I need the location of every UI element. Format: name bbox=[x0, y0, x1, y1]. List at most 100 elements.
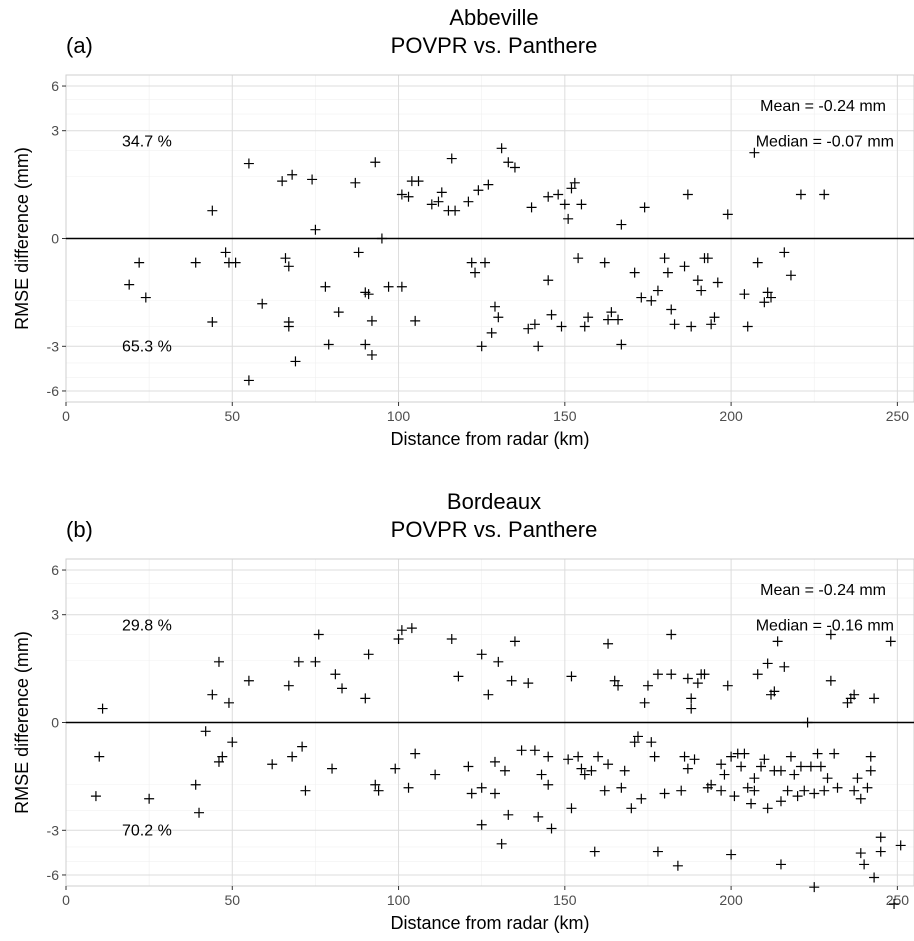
data-point bbox=[576, 199, 587, 210]
data-point bbox=[546, 823, 557, 834]
data-point bbox=[363, 289, 374, 300]
data-point bbox=[752, 669, 763, 680]
data-point bbox=[739, 748, 750, 759]
data-point bbox=[789, 769, 800, 780]
data-point bbox=[523, 678, 534, 689]
y-tick-label: -3 bbox=[47, 338, 60, 354]
data-point bbox=[396, 625, 407, 636]
x-tick-label: 0 bbox=[62, 408, 70, 424]
data-point bbox=[566, 803, 577, 814]
data-point bbox=[849, 689, 860, 700]
data-point bbox=[569, 177, 580, 188]
data-point bbox=[669, 319, 680, 330]
data-point bbox=[410, 315, 421, 326]
data-point bbox=[742, 321, 753, 332]
data-point bbox=[666, 629, 677, 640]
data-point bbox=[616, 219, 627, 230]
data-point bbox=[795, 761, 806, 772]
data-point bbox=[207, 205, 218, 216]
y-tick-label: 3 bbox=[51, 123, 59, 139]
data-point bbox=[430, 769, 441, 780]
data-point bbox=[300, 785, 311, 796]
data-point bbox=[829, 748, 840, 759]
data-point bbox=[636, 793, 647, 804]
data-point bbox=[533, 811, 544, 822]
data-point bbox=[749, 147, 760, 158]
data-point bbox=[616, 782, 627, 793]
data-point bbox=[366, 315, 377, 326]
data-point bbox=[509, 162, 520, 173]
data-point bbox=[506, 675, 517, 686]
data-point bbox=[775, 859, 786, 870]
data-point bbox=[366, 349, 377, 360]
data-point bbox=[499, 765, 510, 776]
data-point bbox=[599, 257, 610, 268]
data-point bbox=[749, 773, 760, 784]
y-tick-label: 3 bbox=[51, 607, 59, 623]
data-point bbox=[782, 785, 793, 796]
mean-label: Mean = -0.24 mm bbox=[760, 98, 886, 115]
data-point bbox=[696, 285, 707, 296]
x-tick-label: 50 bbox=[224, 408, 240, 424]
data-point bbox=[450, 205, 461, 216]
chart-title: Bordeaux bbox=[447, 489, 541, 514]
data-point bbox=[889, 898, 900, 909]
data-point bbox=[769, 686, 780, 697]
data-point bbox=[327, 763, 338, 774]
data-point bbox=[307, 174, 318, 185]
data-point bbox=[223, 697, 234, 708]
data-points bbox=[124, 143, 830, 386]
data-point bbox=[759, 297, 770, 308]
y-tick-label: -3 bbox=[47, 822, 60, 838]
data-point bbox=[207, 317, 218, 328]
data-point bbox=[802, 717, 813, 728]
data-point bbox=[666, 669, 677, 680]
data-point bbox=[869, 693, 880, 704]
panel-label: (a) bbox=[66, 33, 93, 58]
data-point bbox=[436, 187, 447, 198]
data-point bbox=[646, 737, 657, 748]
data-point bbox=[759, 754, 770, 765]
data-point bbox=[825, 675, 836, 686]
mean-label: Mean = -0.24 mm bbox=[760, 582, 886, 599]
y-tick-label: 0 bbox=[51, 715, 59, 731]
data-point bbox=[825, 629, 836, 640]
data-point bbox=[230, 257, 241, 268]
data-point bbox=[599, 785, 610, 796]
data-point bbox=[529, 319, 540, 330]
pct-below-label: 65.3 % bbox=[122, 338, 172, 355]
x-tick-label: 150 bbox=[553, 892, 577, 908]
data-point bbox=[243, 158, 254, 169]
panel-label: (b) bbox=[66, 517, 93, 542]
data-point bbox=[207, 689, 218, 700]
data-point bbox=[716, 759, 727, 770]
x-tick-label: 250 bbox=[886, 408, 910, 424]
data-point bbox=[293, 656, 304, 667]
data-point bbox=[496, 143, 507, 154]
data-point bbox=[603, 314, 614, 325]
data-point bbox=[636, 292, 647, 303]
data-point bbox=[543, 751, 554, 762]
data-point bbox=[722, 680, 733, 691]
data-point bbox=[476, 819, 487, 830]
data-point bbox=[470, 267, 481, 278]
data-point bbox=[489, 756, 500, 767]
data-point bbox=[772, 636, 783, 647]
data-point bbox=[134, 257, 145, 268]
data-point bbox=[819, 785, 830, 796]
data-point bbox=[662, 267, 673, 278]
data-point bbox=[496, 838, 507, 849]
data-point bbox=[639, 697, 650, 708]
data-point bbox=[559, 199, 570, 210]
data-point bbox=[779, 661, 790, 672]
data-point bbox=[283, 680, 294, 691]
data-point bbox=[200, 726, 211, 737]
data-point bbox=[762, 803, 773, 814]
data-point bbox=[463, 196, 474, 207]
data-point bbox=[446, 153, 457, 164]
chart-subtitle: POVPR vs. Panthere bbox=[391, 517, 598, 542]
data-point bbox=[526, 202, 537, 213]
data-point bbox=[310, 656, 321, 667]
data-point bbox=[489, 788, 500, 799]
